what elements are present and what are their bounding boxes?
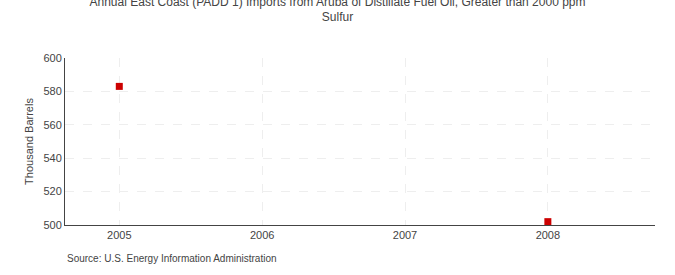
svg-text:Annual East Coast (PADD 1) Imp: Annual East Coast (PADD 1) Imports from … <box>90 0 586 24</box>
svg-text:2008: 2008 <box>536 229 560 241</box>
svg-text:560: 560 <box>43 119 61 131</box>
svg-text:500: 500 <box>43 219 61 231</box>
svg-text:520: 520 <box>43 185 61 197</box>
svg-text:600: 600 <box>43 52 61 64</box>
svg-text:580: 580 <box>43 85 61 97</box>
svg-text:540: 540 <box>43 152 61 164</box>
svg-text:Source: U.S. Energy Informatio: Source: U.S. Energy Information Administ… <box>67 253 277 264</box>
svg-text:2007: 2007 <box>393 229 417 241</box>
svg-text:2006: 2006 <box>250 229 274 241</box>
svg-text:Thousand Barrels: Thousand Barrels <box>23 98 35 185</box>
svg-text:2005: 2005 <box>107 229 131 241</box>
